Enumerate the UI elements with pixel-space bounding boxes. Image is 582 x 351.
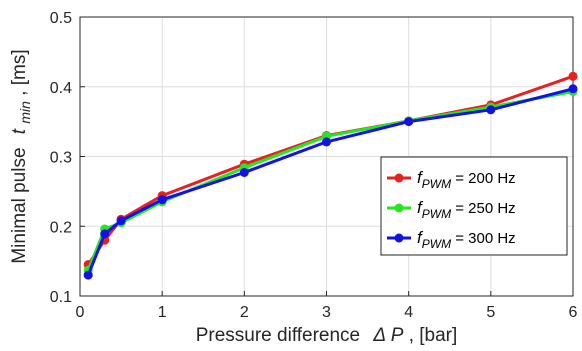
data-point [157, 195, 167, 205]
data-point [322, 137, 331, 147]
data-point [83, 270, 93, 280]
legend-value: = 250 Hz [451, 200, 516, 217]
y-axis-label: Minimal pulse t min , [ms] [9, 49, 35, 263]
legend-marker [394, 203, 404, 213]
data-point [404, 117, 414, 127]
x-axis-label: Pressure difference Δ P , [bar] [196, 325, 458, 346]
y-axis-ticks: 0.1 0.2 0.3 0.4 0.5 [50, 10, 85, 306]
legend-marker [394, 173, 404, 183]
legend-symbol: f [417, 168, 424, 187]
y-axis-label-subscript: min [17, 101, 33, 124]
y-axis-label-suffix: , [ms] [9, 49, 30, 95]
data-point [100, 229, 110, 239]
y-tick-label: 0.2 [50, 219, 72, 236]
legend-label: fPWM = 300 Hz [417, 228, 516, 251]
series-lines [83, 71, 578, 280]
x-tick-label: 4 [404, 304, 413, 321]
x-tick-label: 0 [76, 304, 85, 321]
x-axis-label-symbol: Δ P [372, 325, 403, 346]
legend-subscript: PWM [422, 207, 451, 221]
y-tick-label: 0.4 [50, 80, 72, 97]
legend-marker [394, 233, 404, 243]
legend-value: = 300 Hz [451, 230, 516, 247]
y-axis-label-prefix: Minimal pulse [9, 147, 30, 263]
x-tick-label: 5 [486, 304, 495, 321]
legend-item: fPWM = 250 Hz [387, 198, 516, 221]
legend-item: fPWM = 300 Hz [387, 228, 516, 251]
x-axis-label-prefix: Pressure difference [196, 325, 360, 346]
legend-item: fPWM = 200 Hz [387, 168, 516, 191]
data-point [568, 84, 578, 94]
data-point [486, 105, 496, 115]
legend-symbol: f [417, 198, 424, 217]
data-point [239, 168, 249, 177]
x-tick-label: 1 [158, 304, 167, 321]
legend-value: = 200 Hz [451, 170, 516, 187]
x-tick-label: 3 [322, 304, 331, 321]
data-point [568, 71, 578, 81]
x-axis-ticks: 0 1 2 3 4 5 6 [76, 291, 578, 321]
x-tick-label: 2 [240, 304, 249, 321]
x-axis-label-suffix: , [bar] [409, 325, 458, 346]
y-tick-label: 0.1 [50, 289, 72, 306]
legend-box [380, 156, 568, 256]
series-3 [83, 84, 578, 280]
legend-subscript: PWM [422, 177, 451, 191]
x-tick-label: 6 [569, 304, 578, 321]
y-axis-label-symbol: t [9, 128, 30, 134]
y-tick-label: 0.3 [50, 150, 72, 167]
legend-label: fPWM = 200 Hz [417, 168, 516, 191]
y-tick-label: 0.5 [50, 10, 72, 27]
legend-subscript: PWM [422, 237, 451, 251]
legend-label: fPWM = 250 Hz [417, 198, 516, 221]
legend-symbol: f [417, 228, 424, 247]
data-point [116, 216, 126, 226]
